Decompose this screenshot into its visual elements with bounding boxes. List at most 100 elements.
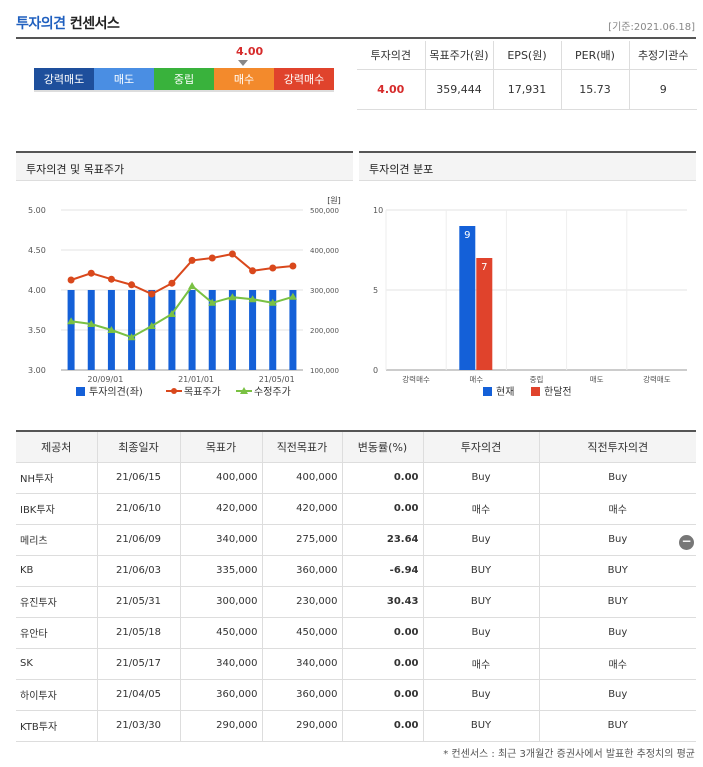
table-cell: 360,000 [261, 678, 343, 711]
table-cell: Buy [422, 461, 540, 494]
legend-label: 목표주가 [184, 386, 221, 398]
gauge-value: 4.00 [236, 45, 264, 58]
table-cell: 0.00 [341, 616, 424, 649]
line-point [167, 310, 176, 317]
table-cell: 420,000 [179, 492, 263, 525]
legend-marker [171, 388, 177, 394]
opinion-target-panel: 투자의견 및 목표주가 [16, 151, 353, 181]
summary-header: PER(배) [561, 41, 630, 70]
bar [249, 290, 257, 370]
legend-label: 현재 [496, 386, 514, 398]
table-cell: 매수 [422, 647, 540, 680]
column-header: 변동률(%) [341, 431, 424, 463]
table-cell: BUY [422, 585, 540, 618]
minus-circle-icon[interactable]: − [679, 535, 694, 550]
table-cell: 400,000 [261, 461, 343, 494]
table-cell: 매수 [538, 492, 696, 525]
summary-per: 15.73 [561, 69, 630, 110]
table-cell: 420,000 [261, 492, 343, 525]
table-cell: BUY [538, 585, 696, 618]
line-point [228, 250, 236, 258]
line-point [107, 275, 115, 283]
table-cell: NH투자 [16, 461, 98, 494]
x-tick: 21/01/01 [178, 375, 214, 384]
table-cell: 0.00 [341, 678, 424, 711]
line-point [87, 269, 95, 277]
line-point [67, 317, 76, 325]
table-cell: 21/06/03 [96, 554, 181, 587]
table-cell: KB [16, 554, 98, 587]
base-date: [기준:2021.06.18] [608, 22, 695, 33]
table-cell: 21/05/31 [96, 585, 181, 618]
table-cell: 400,000 [179, 461, 263, 494]
table-cell: 0.00 [341, 709, 424, 742]
table-row: NH투자 21/06/15 400,000 400,000 0.00 Buy Buy [16, 461, 696, 494]
legend-swatch [531, 387, 540, 396]
y-right-tick: 300,000 [310, 287, 339, 295]
x-tick: 중립 [530, 375, 544, 384]
gauge-pointer-icon [238, 60, 248, 66]
summary-header: 목표주가(원) [425, 41, 494, 70]
series-line [70, 252, 294, 296]
column-header: 목표가 [179, 431, 263, 463]
table-cell: 360,000 [261, 554, 343, 587]
bar [87, 290, 95, 370]
bar [459, 226, 476, 370]
bar [67, 290, 75, 370]
bar [476, 258, 493, 370]
bar [168, 290, 176, 370]
table-cell: 21/05/17 [96, 647, 181, 680]
line-point [168, 279, 176, 287]
bar [228, 290, 236, 370]
line-point [268, 298, 277, 306]
table-cell: 매수 [538, 647, 696, 680]
gauge-segment: 강력매도 [34, 68, 94, 90]
table-cell: 450,000 [179, 616, 263, 649]
table-cell: 21/06/15 [96, 461, 181, 494]
table-cell: 230,000 [261, 585, 343, 618]
data-label: 7 [481, 262, 487, 273]
line-point [128, 281, 136, 289]
table-cell: 하이투자 [16, 678, 98, 711]
table-cell: 0.00 [341, 492, 424, 525]
bar [188, 290, 196, 370]
table-cell: 340,000 [261, 647, 343, 680]
y-left-tick: 4.50 [28, 246, 46, 255]
table-cell: 300,000 [179, 585, 263, 618]
bar [269, 290, 277, 370]
table-cell: Buy [538, 616, 696, 649]
table-row: 메리츠 21/06/09 340,000 275,000 23.64 Buy Buy [16, 523, 696, 556]
x-tick: 강력매도 [643, 374, 671, 384]
bar [289, 290, 297, 370]
table-cell: Buy [538, 523, 696, 556]
table-cell: 유진투자 [16, 585, 98, 618]
table-cell: 매수 [422, 492, 540, 525]
table-cell: 0.00 [341, 461, 424, 494]
line-point [228, 293, 237, 301]
summary-agency-count: 9 [629, 69, 697, 110]
legend-marker [240, 387, 248, 394]
title-sub: 컨센서스 [69, 16, 120, 32]
column-header: 투자의견 [422, 431, 540, 463]
line-point [269, 264, 277, 272]
x-tick: 매수 [469, 375, 483, 384]
table-row: 하이투자 21/04/05 360,000 360,000 0.00 Buy Buy [16, 678, 696, 711]
table-cell: 21/04/05 [96, 678, 181, 711]
bar [148, 290, 156, 370]
bar [208, 290, 216, 370]
table-cell: Buy [538, 461, 696, 494]
summary-header: 투자의견 [357, 41, 426, 70]
table-cell: Buy [422, 523, 540, 556]
gauge-segment: 매도 [94, 68, 154, 90]
panel-title: 투자의견 및 목표주가 [16, 151, 353, 181]
table-cell: 340,000 [179, 647, 263, 680]
table-cell: KTB투자 [16, 709, 98, 742]
x-tick: 강력매수 [402, 374, 430, 384]
table-cell: 450,000 [261, 616, 343, 649]
legend-swatch [76, 387, 85, 396]
table-cell: 360,000 [179, 678, 263, 711]
column-header: 직전투자의견 [538, 431, 696, 463]
y-right-tick: 100,000 [310, 367, 339, 375]
summary-target-price: 359,444 [425, 69, 494, 110]
column-header: 직전목표가 [261, 431, 343, 463]
